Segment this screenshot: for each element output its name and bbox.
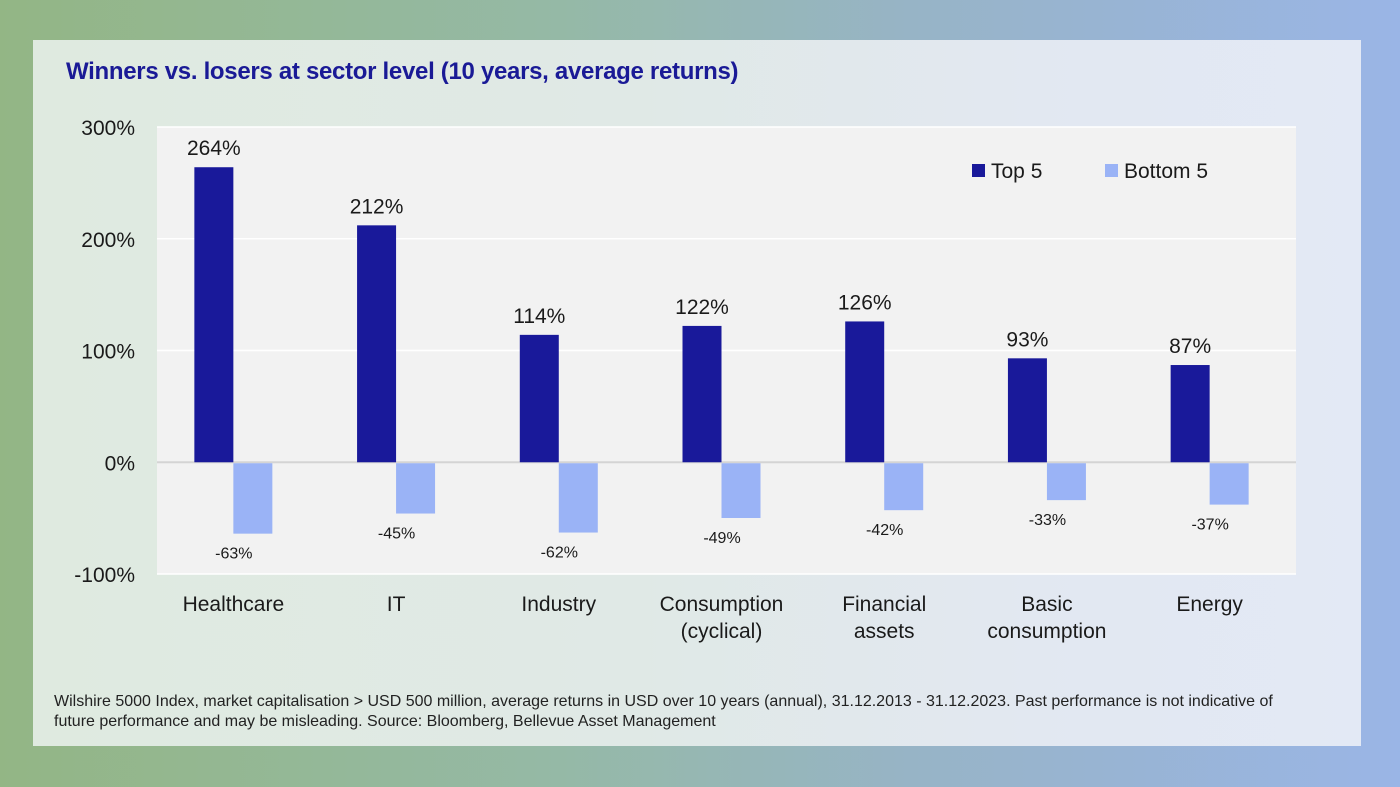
bar-bottom5 [1046,463,1086,501]
x-tick-label: Energy [1176,593,1243,616]
bar-bottom5 [558,463,598,533]
data-label-bottom5: -42% [866,522,903,539]
y-tick-label: 100% [81,341,135,364]
x-tick-label: Industry [521,593,596,616]
y-tick-label: -100% [74,564,135,587]
bar-bottom5 [884,463,924,511]
data-label-top5: 87% [1169,335,1211,358]
data-label-bottom5: -62% [541,545,578,562]
x-tick-label: assets [854,620,915,643]
legend-label-bottom5: Bottom 5 [1124,160,1208,183]
data-label-bottom5: -63% [215,546,252,563]
footnote-line-2: future performance and may be misleading… [54,713,716,730]
data-label-top5: 114% [513,305,565,328]
data-label-top5: 212% [350,195,404,218]
y-tick-label: 0% [105,452,135,475]
legend-swatch-bottom5 [1105,164,1118,177]
data-label-bottom5: -45% [378,526,415,543]
x-tick-label: Consumption [660,593,784,616]
data-label-top5: 264% [187,137,241,160]
bar-top5 [1007,358,1047,463]
chart-card: Winners vs. losers at sector level (10 y… [33,40,1361,746]
data-label-bottom5: -49% [703,530,740,547]
data-label-bottom5: -33% [1029,512,1066,529]
bar-top5 [682,325,722,463]
legend-swatch-top5 [972,164,985,177]
bar-bottom5 [1209,463,1249,505]
y-tick-label: 200% [81,229,135,252]
bar-top5 [1170,365,1210,463]
bar-bottom5 [721,463,761,519]
x-tick-label: Basic [1021,593,1072,616]
x-tick-label: Healthcare [183,593,285,616]
data-label-bottom5: -37% [1191,517,1228,534]
bar-top5 [357,225,397,463]
bar-top5 [194,167,234,463]
x-tick-label: consumption [987,620,1106,643]
y-tick-label: 300% [81,117,135,140]
bar-bottom5 [233,463,273,534]
x-tick-label: (cyclical) [681,620,763,643]
legend-label-top5: Top 5 [991,160,1042,183]
footnote-line-1: Wilshire 5000 Index, market capitalisati… [54,693,1273,710]
bar-bottom5 [396,463,436,514]
x-tick-label: Financial [842,593,926,616]
data-label-top5: 93% [1006,328,1048,351]
bar-top5 [519,334,559,463]
chart-title: Winners vs. losers at sector level (10 y… [66,58,739,85]
data-label-top5: 126% [838,291,892,314]
data-label-top5: 122% [675,296,729,319]
footnote: Wilshire 5000 Index, market capitalisati… [54,692,1354,732]
x-tick-label: IT [387,593,406,616]
bar-top5 [845,321,885,463]
bar-chart: -100% 0% 100% 200% 300% 264% -63% Healthcare 212… [74,117,1296,643]
